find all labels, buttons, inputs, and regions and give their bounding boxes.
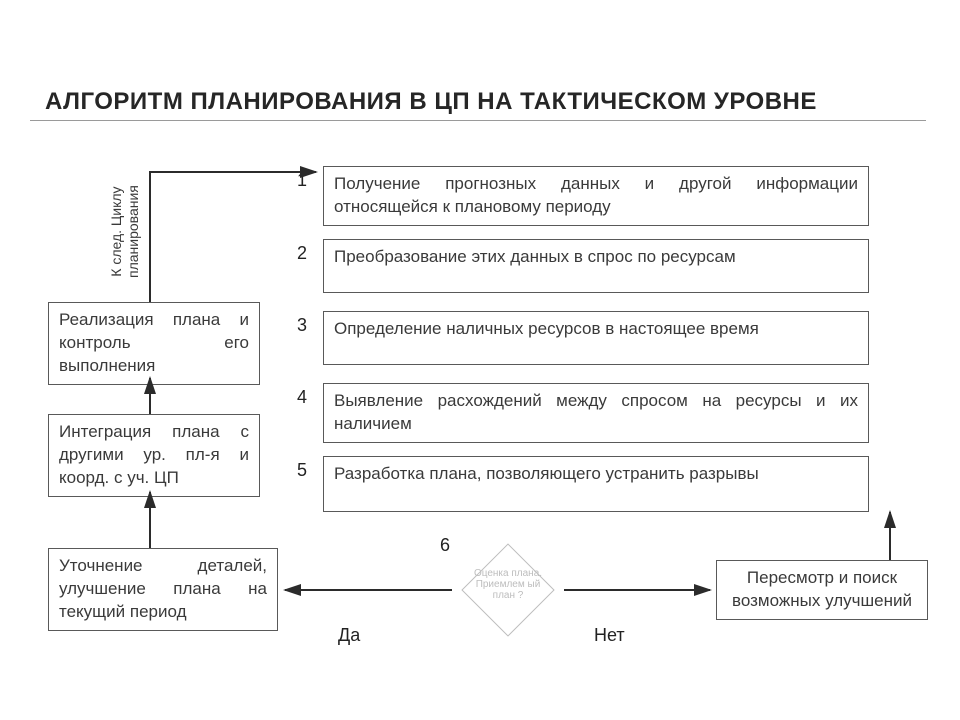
page-title: АЛГОРИТМ ПЛАНИРОВАНИЯ В ЦП НА ТАКТИЧЕСКО…: [45, 88, 817, 116]
step-number-2: 2: [297, 243, 307, 264]
decision-no-label: Нет: [594, 625, 625, 646]
cycle-label-line2: планирования: [125, 185, 142, 278]
arrow-realize-to-top: [150, 172, 316, 302]
title-underline: [30, 120, 926, 121]
step-number-5: 5: [297, 460, 307, 481]
cycle-label-line1: К след. Циклу: [108, 185, 125, 278]
step-box-4: Выявление расхождений между спросом на р…: [323, 383, 869, 443]
box-integrate: Интеграция плана с другими ур. пл-я и ко…: [48, 414, 260, 497]
step-number-6: 6: [440, 535, 450, 556]
box-refine: Уточнение деталей, улучшение плана на те…: [48, 548, 278, 631]
box-realize: Реализация плана и контроль его выполнен…: [48, 302, 260, 385]
box-revise: Пересмотр и поиск возможных улучшений: [716, 560, 928, 620]
decision-yes-label: Да: [338, 625, 360, 646]
step-box-1: Получение прогнозных данных и другой инф…: [323, 166, 869, 226]
step-number-1: 1: [297, 170, 307, 191]
decision-text: Оценка плана. Приемлем ый план ?: [466, 568, 550, 601]
step-box-3: Определение наличных ресурсов в настояще…: [323, 311, 869, 365]
step-number-3: 3: [297, 315, 307, 336]
step-box-2: Преобразование этих данных в спрос по ре…: [323, 239, 869, 293]
step-number-4: 4: [297, 387, 307, 408]
cycle-label: К след. Циклу планирования: [108, 185, 142, 278]
step-box-5: Разработка плана, позволяющего устранить…: [323, 456, 869, 512]
